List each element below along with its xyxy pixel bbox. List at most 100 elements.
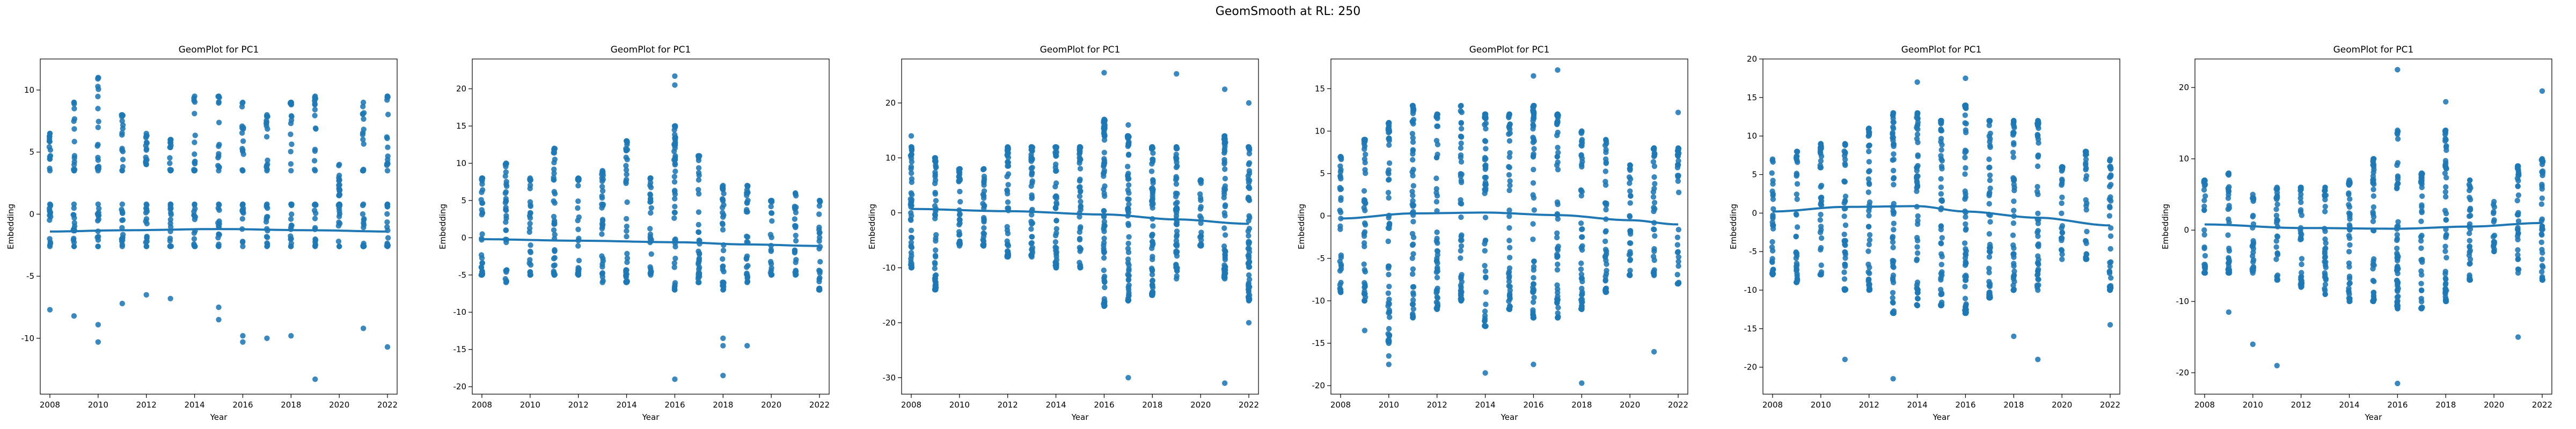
x-tick-label: 2008 bbox=[1762, 400, 1783, 410]
data-point bbox=[1602, 200, 1608, 206]
data-point bbox=[384, 135, 390, 142]
data-point bbox=[1841, 178, 1847, 184]
data-point bbox=[1361, 205, 1367, 211]
data-point bbox=[623, 167, 630, 173]
data-point bbox=[361, 116, 367, 122]
data-point bbox=[1386, 120, 1392, 125]
data-point bbox=[1362, 143, 1368, 149]
data-point bbox=[2467, 177, 2473, 183]
y-tick-label: 0 bbox=[890, 208, 896, 218]
data-point bbox=[696, 229, 702, 235]
data-point bbox=[551, 227, 557, 233]
data-point bbox=[1174, 243, 1180, 249]
data-point bbox=[2443, 194, 2449, 200]
y-tick-label: -10 bbox=[1312, 296, 1326, 306]
data-point bbox=[2443, 184, 2449, 190]
data-point bbox=[2394, 246, 2400, 252]
data-point bbox=[2322, 228, 2328, 234]
data-point bbox=[1387, 314, 1393, 320]
data-point bbox=[1101, 156, 1107, 162]
outlier-point bbox=[1531, 73, 1536, 79]
data-point bbox=[167, 160, 173, 166]
smooth-line bbox=[1772, 205, 2111, 227]
data-point bbox=[2035, 220, 2041, 226]
data-point bbox=[2467, 277, 2473, 283]
data-point bbox=[1101, 228, 1107, 234]
data-point bbox=[478, 264, 484, 270]
data-point bbox=[1126, 196, 1132, 202]
data-point bbox=[1842, 255, 1848, 261]
x-tick-label: 2018 bbox=[2435, 400, 2456, 410]
data-point bbox=[1555, 216, 1561, 222]
data-point bbox=[1077, 156, 1083, 162]
data-point bbox=[696, 221, 701, 228]
data-point bbox=[1675, 227, 1681, 233]
data-point bbox=[1246, 161, 1252, 167]
data-point bbox=[980, 234, 987, 240]
data-point bbox=[2468, 185, 2473, 191]
data-point bbox=[2106, 269, 2113, 275]
data-point bbox=[1410, 306, 1416, 312]
data-point bbox=[671, 210, 678, 216]
data-point bbox=[600, 255, 606, 262]
data-point bbox=[47, 138, 53, 144]
data-point bbox=[624, 224, 630, 230]
data-point bbox=[2107, 287, 2113, 293]
data-point bbox=[1818, 202, 1825, 208]
y-tick-label: 0 bbox=[1320, 211, 1325, 221]
outlier-point bbox=[1174, 71, 1180, 77]
y-tick-label: 20 bbox=[2179, 83, 2189, 92]
data-point bbox=[1507, 296, 1513, 302]
data-point bbox=[1986, 279, 1992, 285]
data-point bbox=[1337, 153, 1344, 160]
data-point bbox=[2299, 261, 2304, 268]
data-point bbox=[192, 132, 198, 138]
data-point bbox=[71, 243, 77, 249]
data-point bbox=[503, 196, 509, 202]
x-tick-label: 2014 bbox=[616, 400, 636, 410]
data-point bbox=[2202, 264, 2208, 270]
data-point bbox=[144, 233, 150, 240]
data-point bbox=[2035, 267, 2041, 272]
data-point bbox=[2346, 276, 2353, 282]
y-tick-label: 0 bbox=[461, 233, 466, 242]
data-point bbox=[2443, 147, 2449, 153]
data-point bbox=[1794, 171, 1799, 176]
data-point bbox=[2035, 136, 2041, 142]
data-point bbox=[1410, 198, 1416, 204]
data-point bbox=[1650, 254, 1657, 260]
data-point bbox=[1053, 245, 1059, 251]
data-point bbox=[1005, 205, 1012, 211]
data-point bbox=[1246, 180, 1252, 186]
data-point bbox=[47, 236, 53, 242]
data-point bbox=[2346, 204, 2353, 210]
data-point bbox=[792, 272, 799, 278]
data-point bbox=[167, 201, 173, 207]
data-point bbox=[1602, 179, 1608, 184]
data-point bbox=[1410, 301, 1416, 307]
data-point bbox=[1150, 201, 1156, 207]
data-point bbox=[1890, 245, 1896, 250]
data-point bbox=[2442, 248, 2448, 254]
data-point bbox=[2491, 204, 2498, 210]
data-point bbox=[1482, 238, 1488, 244]
data-point bbox=[1409, 271, 1416, 277]
data-point bbox=[1245, 260, 1251, 267]
data-point bbox=[1005, 159, 1011, 166]
data-point bbox=[2394, 182, 2400, 188]
data-point bbox=[2107, 246, 2113, 252]
data-point bbox=[1174, 249, 1180, 255]
data-point bbox=[360, 243, 367, 249]
data-point bbox=[1125, 164, 1131, 169]
data-point bbox=[1506, 255, 1513, 261]
data-point bbox=[479, 200, 485, 206]
data-point bbox=[1101, 150, 1107, 156]
data-point bbox=[1458, 159, 1465, 165]
data-point bbox=[2010, 154, 2016, 160]
data-point bbox=[1603, 289, 1609, 295]
data-point bbox=[1530, 307, 1536, 313]
data-point bbox=[1963, 102, 1968, 108]
data-point bbox=[288, 243, 294, 249]
data-point bbox=[1986, 254, 1993, 260]
